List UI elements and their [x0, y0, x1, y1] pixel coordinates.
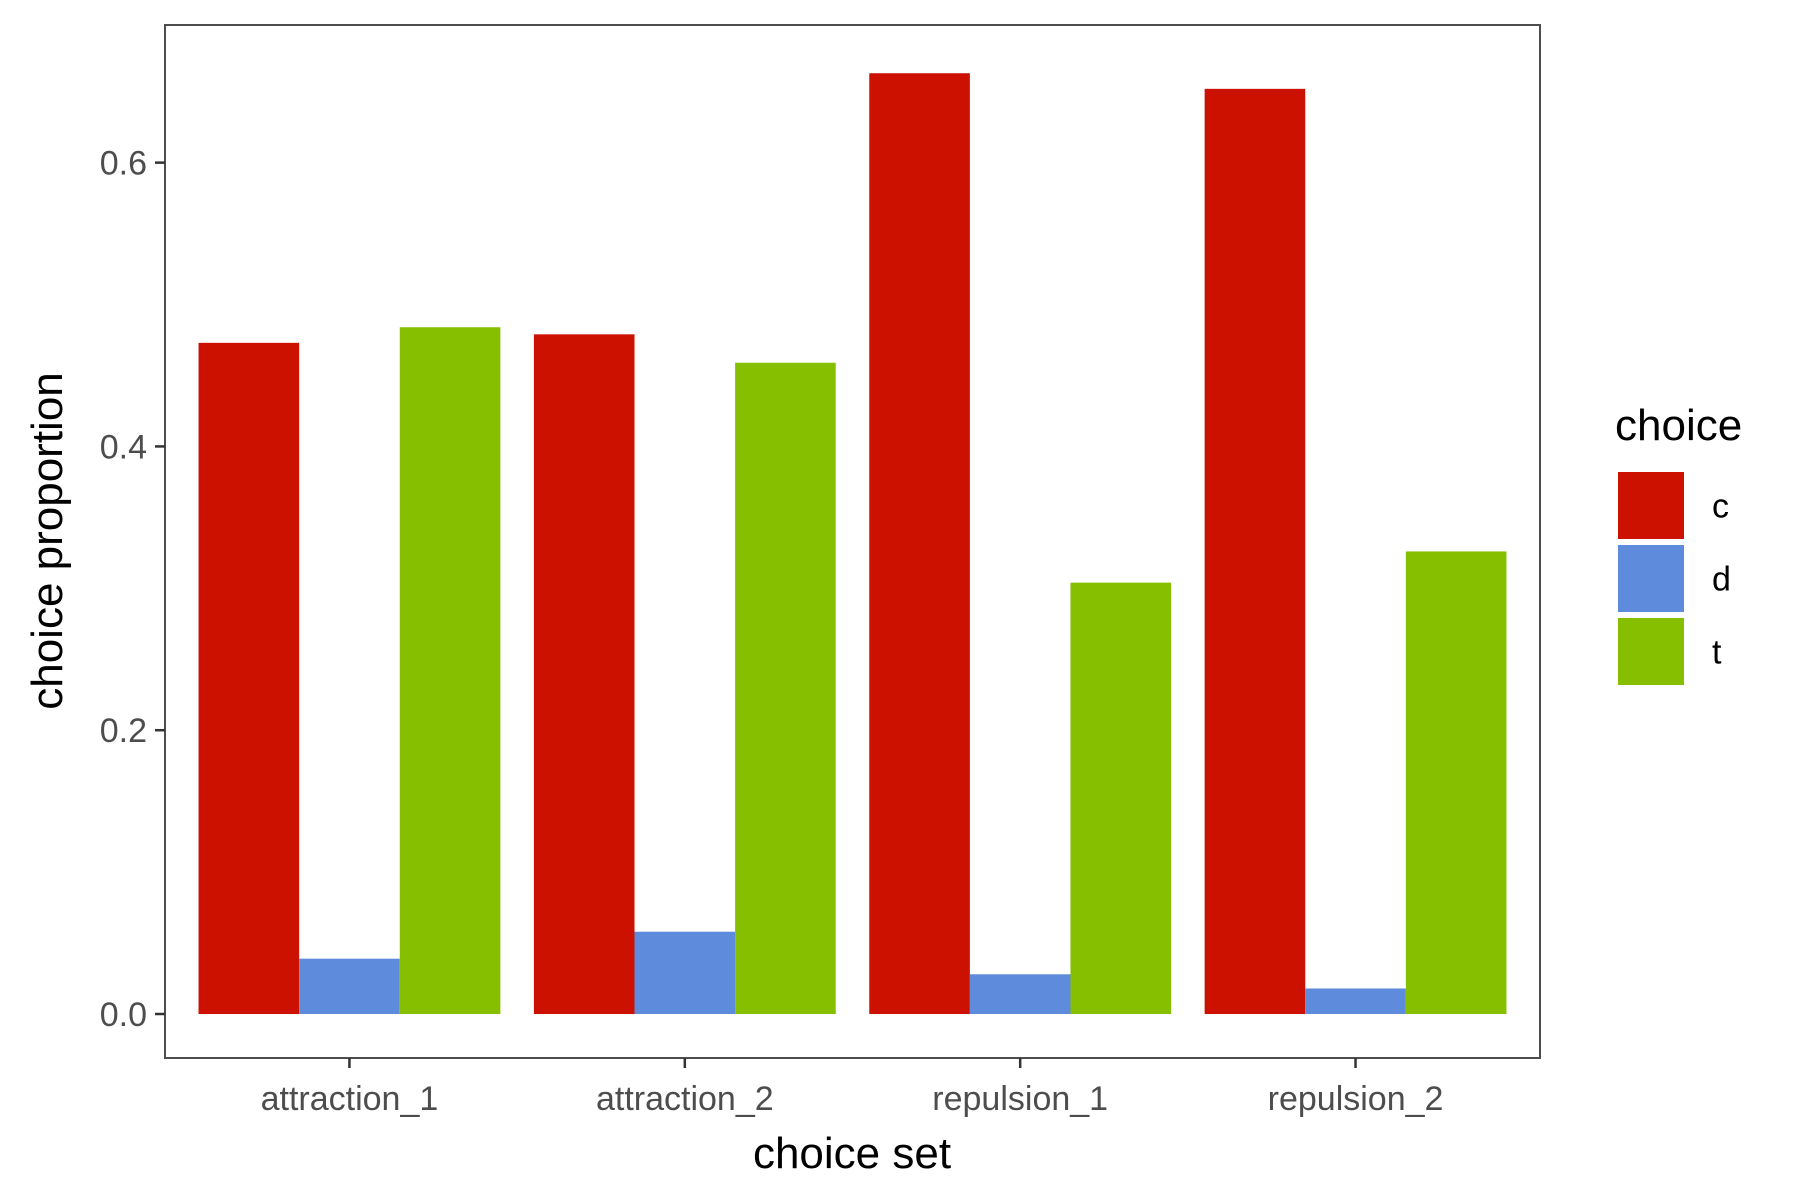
bar-c-attraction_1 [198, 342, 300, 1015]
bar-d-attraction_1 [299, 958, 400, 1015]
y-axis-title: choice proportion [23, 372, 72, 710]
legend-key-c [1618, 472, 1684, 539]
y-axis: 0.0 0.2 0.4 0.6 [100, 145, 165, 1034]
plot-panel [164, 24, 1541, 1059]
x-tick-label: repulsion_2 [1268, 1080, 1444, 1118]
y-tick-label: 0.4 [100, 428, 147, 466]
legend-title: choice [1615, 401, 1742, 450]
legend-label-c: c [1712, 488, 1729, 526]
bars-group [198, 73, 1507, 1015]
bar-t-repulsion_1 [1070, 582, 1172, 1015]
bar-c-repulsion_1 [869, 73, 970, 1015]
y-tick-label: 0.0 [100, 996, 147, 1034]
bar-d-repulsion_2 [1305, 988, 1406, 1015]
legend-key-t [1618, 618, 1684, 685]
x-tick-label: attraction_1 [261, 1080, 439, 1118]
legend-key-d [1618, 545, 1684, 612]
bar-t-attraction_1 [399, 327, 501, 1015]
legend: choice cdt [1615, 401, 1742, 685]
bar-d-repulsion_1 [969, 974, 1071, 1015]
x-axis-title: choice set [753, 1129, 951, 1178]
legend-label-d: d [1712, 561, 1731, 599]
y-tick-label: 0.2 [100, 712, 147, 750]
bar-c-repulsion_2 [1204, 88, 1306, 1015]
bar-t-attraction_2 [735, 362, 836, 1015]
legend-label-t: t [1712, 634, 1722, 672]
y-tick-label: 0.6 [100, 145, 147, 183]
x-tick-label: attraction_2 [596, 1080, 774, 1118]
x-axis: attraction_1 attraction_2 repulsion_1 repul… [261, 1058, 1444, 1118]
bar-c-attraction_2 [533, 334, 635, 1015]
x-tick-label: repulsion_1 [932, 1080, 1108, 1118]
bar-t-repulsion_2 [1405, 551, 1507, 1015]
bar-d-attraction_2 [634, 931, 736, 1015]
